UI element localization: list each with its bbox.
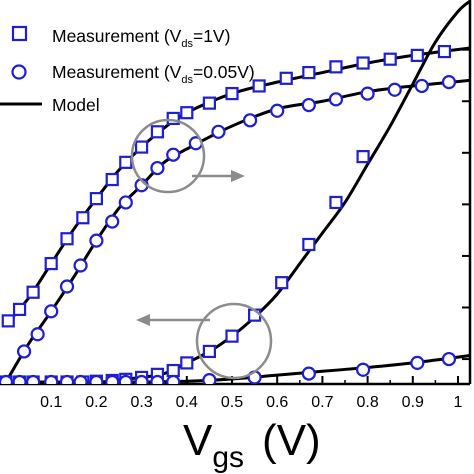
marker-square — [12, 302, 27, 317]
legend-marker-square — [11, 25, 28, 42]
marker-circle — [26, 374, 41, 384]
x-tick-label: 0.6 — [266, 394, 288, 411]
marker-square — [150, 125, 165, 139]
marker-circle — [328, 92, 344, 107]
marker-square — [302, 65, 316, 80]
marker-circle — [118, 195, 133, 210]
marker-square — [437, 44, 452, 59]
marker-circle — [360, 86, 375, 101]
annotation-circle-lower — [195, 302, 273, 380]
marker-square — [60, 232, 74, 246]
x-tick-label: 0.1 — [40, 394, 62, 411]
x-axis-title-unit: (V) — [262, 416, 321, 465]
annotation-circle-upper — [130, 118, 206, 194]
marker-circle — [89, 233, 104, 248]
marker-square — [135, 140, 149, 154]
marker-circle — [211, 124, 226, 139]
marker-square — [202, 96, 216, 110]
marker-circle — [12, 374, 27, 384]
marker-circle — [301, 97, 316, 113]
x-axis-title-sub: gs — [212, 441, 244, 474]
x-tick-label: 0.7 — [311, 394, 333, 411]
legend-marker-circle — [11, 64, 27, 80]
marker-square — [225, 329, 239, 343]
marker-square — [1, 314, 15, 328]
marker-circle — [44, 374, 59, 384]
marker-square — [166, 363, 180, 378]
marker-square — [410, 48, 424, 62]
marker-square — [275, 276, 289, 290]
marker-square — [252, 79, 266, 93]
marker-circle — [134, 374, 149, 384]
marker-square — [119, 155, 133, 169]
marker-circle — [59, 374, 75, 384]
marker-circle — [441, 75, 457, 90]
annotation-arrow-right-head — [231, 170, 245, 182]
x-axis-title: Vgs (V) — [183, 416, 321, 474]
x-tick-label: 0.4 — [176, 394, 198, 411]
marker-square — [180, 106, 194, 120]
marker-circle — [105, 214, 120, 229]
marker-square — [279, 71, 293, 85]
marker-circle — [150, 160, 165, 176]
annotation-arrow-left-head — [136, 314, 150, 326]
marker-square — [356, 150, 370, 164]
marker-circle — [270, 103, 285, 118]
model-curve — [4, 78, 470, 383]
marker-square — [89, 192, 104, 206]
marker-circle — [166, 147, 181, 162]
marker-square — [356, 56, 370, 70]
marker-square — [26, 285, 40, 299]
x-tick-label: 0.5 — [221, 394, 243, 411]
marker-circle — [301, 366, 316, 381]
marker-square — [202, 344, 216, 359]
marker-square — [383, 52, 397, 66]
marker-square — [225, 86, 239, 101]
marker-square — [180, 356, 194, 370]
marker-circle — [44, 304, 59, 319]
marker-circle — [414, 78, 429, 94]
model-curve — [4, 46, 470, 326]
x-axis-title-main: V — [183, 416, 213, 465]
x-tick-label: 1 — [454, 394, 463, 411]
x-tick-label: 0.2 — [85, 394, 107, 411]
marker-circle — [166, 374, 181, 384]
marker-square — [329, 60, 343, 74]
marker-circle — [59, 279, 75, 294]
marker-circle — [202, 372, 217, 384]
marker-square — [44, 256, 58, 271]
marker-square — [302, 237, 316, 252]
marker-circle — [16, 344, 32, 359]
marker-circle — [242, 113, 258, 128]
legend-label-model: Model — [52, 95, 100, 115]
marker-circle — [0, 374, 14, 384]
marker-square — [76, 211, 90, 225]
marker-square — [166, 111, 180, 126]
marker-circle — [355, 362, 371, 377]
marker-square — [105, 172, 119, 187]
x-tick-label: 0.3 — [130, 394, 152, 411]
marker-circle — [89, 374, 104, 384]
legend-label-vds-1v: Measurement (Vds=1V) — [52, 26, 230, 50]
marker-circle — [30, 327, 45, 342]
marker-circle — [105, 374, 120, 384]
legend-label-vds-0-05v: Measurement (Vds=0.05V) — [52, 62, 255, 86]
marker-circle — [441, 351, 457, 367]
marker-circle — [150, 374, 165, 384]
marker-square — [329, 195, 343, 210]
x-tick-label: 0.9 — [402, 394, 424, 411]
marker-circle — [410, 355, 425, 370]
marker-circle — [73, 258, 88, 273]
x-tick-label: 0.8 — [356, 394, 378, 411]
marker-circle — [387, 82, 402, 97]
marker-circle — [73, 374, 88, 384]
marker-circle — [118, 374, 133, 384]
legend: Measurement (Vds=1V) Measurement (Vds=0.… — [0, 25, 255, 115]
